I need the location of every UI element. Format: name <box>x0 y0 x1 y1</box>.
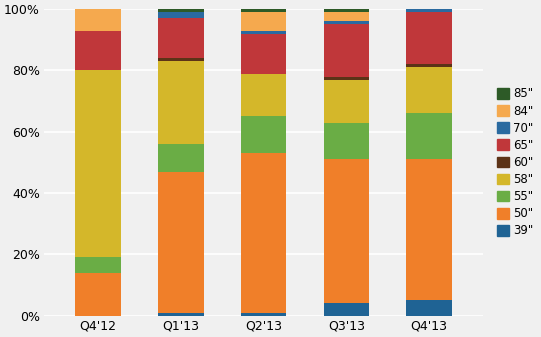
Bar <box>406 300 452 316</box>
Bar <box>75 9 121 31</box>
Legend: 85", 84", 70", 65", 60", 58", 55", 50", 39": 85", 84", 70", 65", 60", 58", 55", 50", … <box>493 84 537 241</box>
Bar <box>324 9 369 12</box>
Bar <box>406 9 452 12</box>
Bar <box>324 159 369 303</box>
Bar <box>406 113 452 159</box>
Bar <box>75 31 121 70</box>
Bar <box>75 273 121 316</box>
Bar <box>241 9 286 12</box>
Bar <box>158 12 203 18</box>
Bar <box>158 313 203 316</box>
Bar <box>75 70 121 257</box>
Bar <box>324 76 369 80</box>
Bar <box>324 12 369 22</box>
Bar <box>324 303 369 316</box>
Bar <box>158 58 203 61</box>
Bar <box>158 172 203 313</box>
Bar <box>241 117 286 153</box>
Bar <box>241 12 286 31</box>
Bar <box>406 64 452 67</box>
Bar <box>406 159 452 300</box>
Bar <box>75 257 121 273</box>
Bar <box>324 123 369 159</box>
Bar <box>241 73 286 117</box>
Bar <box>241 34 286 73</box>
Bar <box>158 61 203 144</box>
Bar <box>324 80 369 123</box>
Bar <box>241 313 286 316</box>
Bar <box>241 31 286 34</box>
Bar <box>158 9 203 12</box>
Bar <box>158 18 203 58</box>
Bar <box>324 22 369 25</box>
Bar <box>406 12 452 64</box>
Bar <box>241 153 286 313</box>
Bar <box>324 25 369 76</box>
Bar <box>158 144 203 172</box>
Bar <box>406 67 452 113</box>
